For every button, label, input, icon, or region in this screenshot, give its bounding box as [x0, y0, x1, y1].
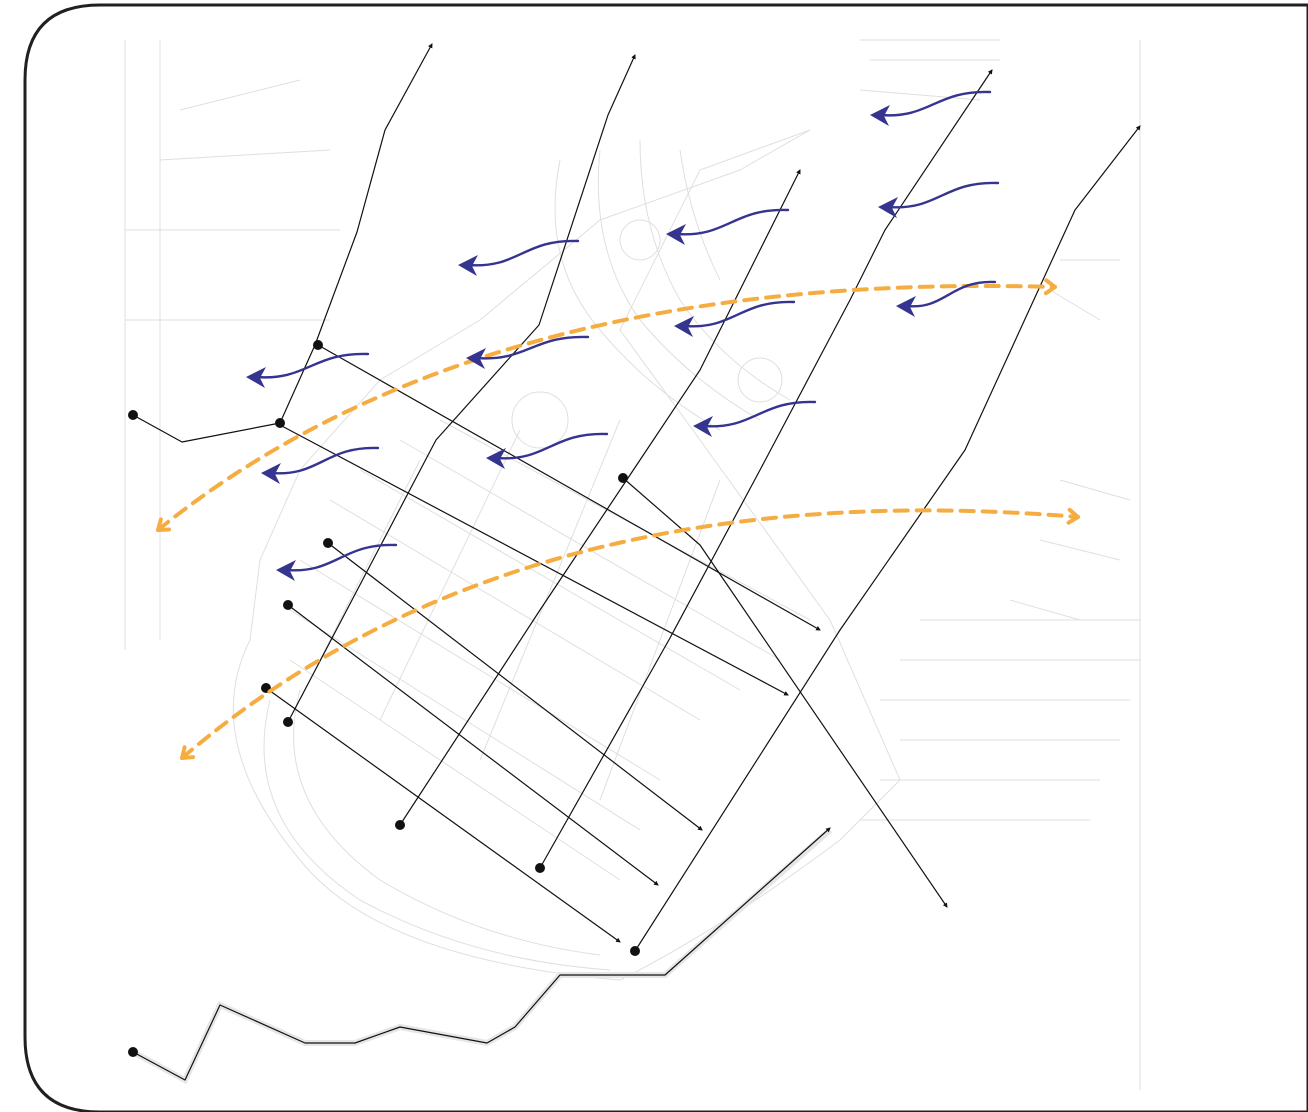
parcel-lines [124, 39, 1141, 1090]
wind-arrow [466, 239, 580, 267]
axis-line [634, 125, 1141, 952]
axis-line [287, 54, 636, 723]
wind-arrow [474, 335, 590, 360]
wind-arrow-head [261, 463, 281, 484]
wind-arrow-head [666, 224, 686, 245]
node-point [395, 820, 405, 830]
axis-line [265, 687, 621, 943]
node-point [283, 600, 293, 610]
wind-arrow-head [878, 197, 898, 218]
wind-arrow [904, 280, 997, 308]
wind-arrow [674, 208, 790, 236]
wind-arrow-head [693, 416, 713, 437]
node-point [323, 538, 333, 548]
wind-arrow-head [246, 367, 266, 388]
wind-arrow [878, 90, 992, 117]
wind-arrow-head [458, 255, 478, 276]
axis-line [622, 477, 948, 908]
wind-arrow [254, 352, 370, 379]
wind-arrows [246, 90, 1000, 581]
wind-arrow [701, 400, 817, 428]
axis-line [287, 604, 659, 886]
contour-lines [263, 139, 791, 971]
roundabout [511, 391, 569, 449]
node-point [618, 473, 628, 483]
node-point [313, 340, 323, 350]
axis-line [539, 69, 993, 869]
arrow-head [180, 745, 195, 760]
axis-line [327, 542, 703, 831]
wind-arrow [269, 446, 380, 475]
axis-lines [132, 43, 1141, 1081]
view-corridor [156, 283, 1057, 532]
axis-line [279, 424, 789, 696]
view-corridor [180, 508, 1080, 760]
wind-arrow [682, 300, 796, 328]
wind-arrow [886, 181, 1000, 209]
axis-line [317, 344, 821, 631]
wind-arrow-head [896, 296, 916, 317]
wind-arrow-head [276, 560, 296, 581]
wind-arrow [284, 543, 398, 572]
arrow-head [1066, 507, 1080, 525]
node-point [275, 418, 285, 428]
plaza-circle [737, 357, 783, 403]
axis-line [399, 169, 801, 826]
wind-arrow-head [486, 448, 506, 469]
node-point [535, 863, 545, 873]
arrow-head [156, 517, 171, 532]
node-point [128, 1047, 138, 1057]
wind-arrow-head [870, 105, 890, 126]
node-point [128, 410, 138, 420]
arrow-head [1043, 278, 1057, 296]
wind-arrow [494, 432, 609, 460]
wind-arrow-head [466, 348, 486, 369]
node-points [128, 340, 640, 1057]
node-point [283, 717, 293, 727]
green-circle [619, 219, 661, 261]
wind-arrow-head [674, 316, 694, 337]
view-corridors [156, 278, 1080, 760]
axis-line [132, 827, 831, 1081]
node-point [630, 946, 640, 956]
